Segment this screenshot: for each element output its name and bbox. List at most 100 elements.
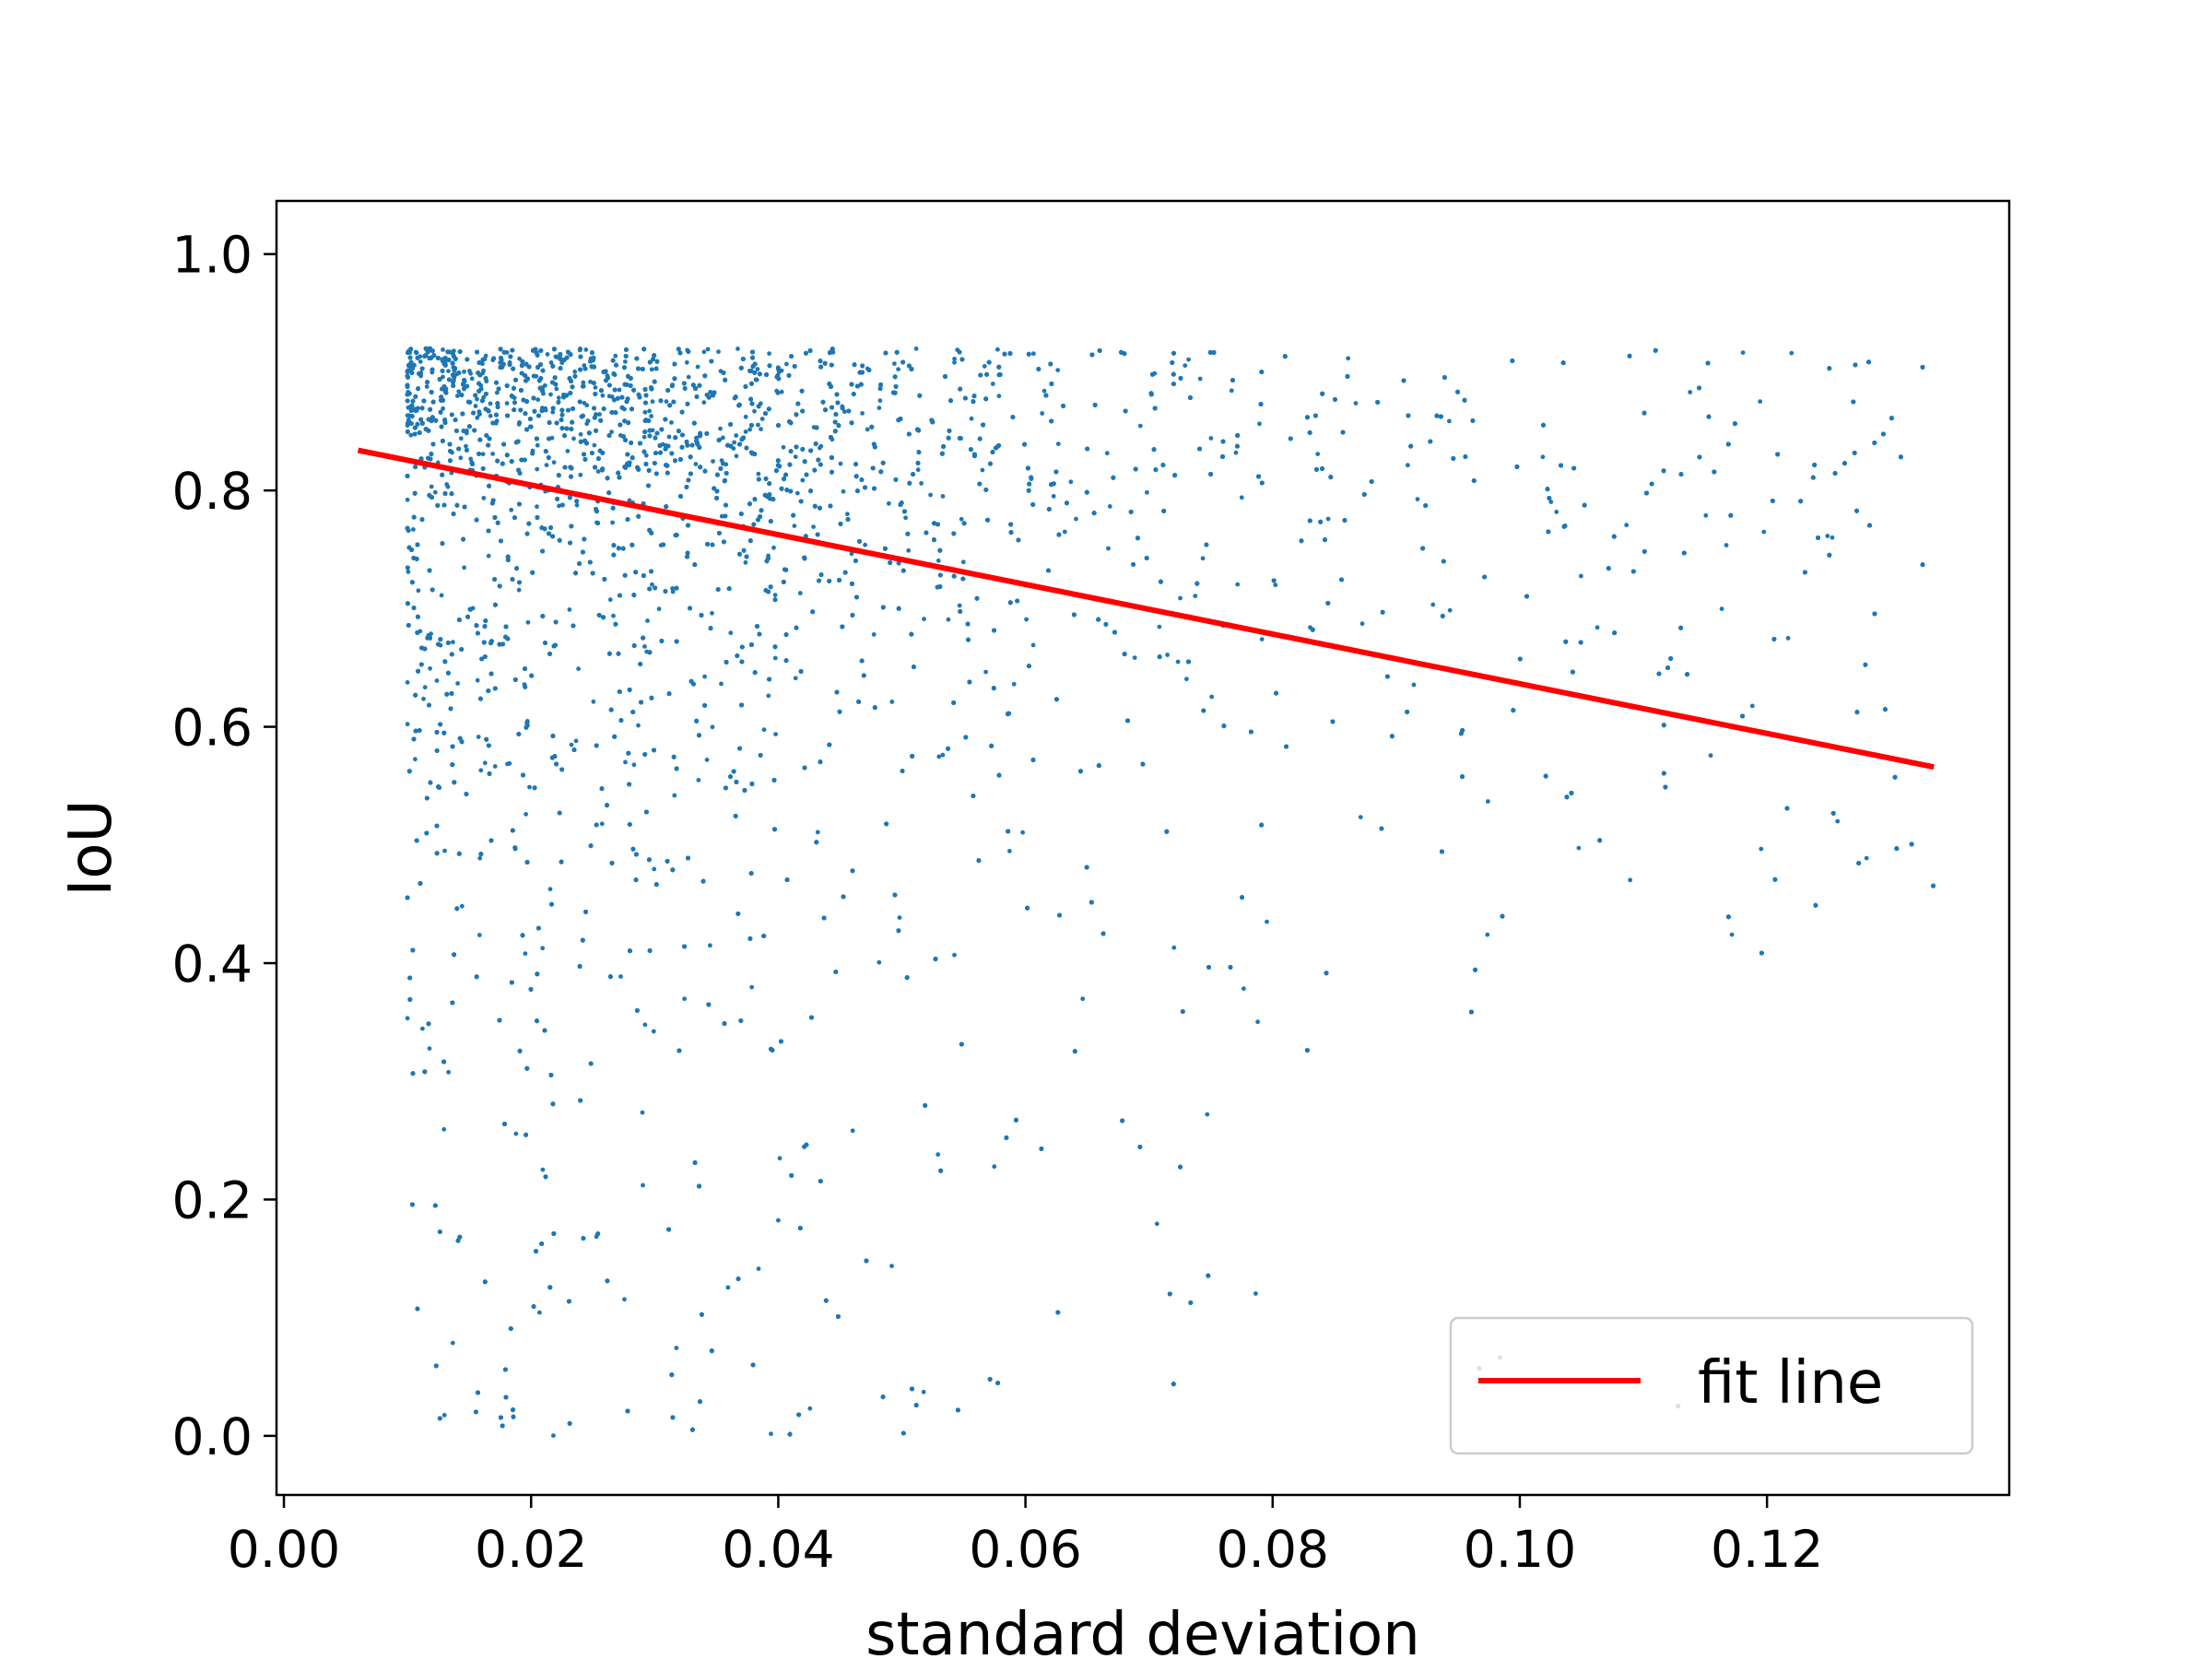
scatter-point [863,542,867,547]
scatter-point [1055,368,1061,372]
scatter-point [711,459,715,464]
scatter-point [422,685,428,690]
scatter-point [1740,350,1746,355]
scatter-point [781,444,786,450]
scatter-point [441,374,445,380]
scatter-point [441,406,445,411]
scatter-point [1729,932,1735,937]
scatter-point [582,400,587,406]
scatter-point [1145,489,1149,495]
scatter-point [405,722,410,727]
scatter-point [458,436,464,441]
scatter-point [1594,625,1600,630]
scatter-point [952,359,957,365]
scatter-point [686,374,691,380]
scatter-point [456,389,462,394]
scatter-point [800,477,806,483]
scatter-point [903,515,908,521]
scatter-point [792,524,797,528]
scatter-point [1074,516,1078,522]
scatter-point [990,382,995,386]
scatter-point [1007,849,1012,853]
scatter-point [446,369,451,373]
scatter-point [666,434,672,440]
scatter-point [540,946,546,951]
scatter-point [892,361,897,366]
scatter-point [480,452,486,457]
scatter-point [1358,815,1363,819]
scatter-point [550,409,556,415]
scatter-point [1062,529,1067,535]
scatter-point [728,630,734,636]
scatter-point [494,390,500,395]
scatter-point [652,866,657,872]
scatter-point [701,400,707,405]
scatter-point [527,784,532,790]
scatter-point [784,361,789,367]
scatter-point [772,593,778,597]
scatter-point [599,821,605,827]
scatter-point [915,467,921,473]
scatter-point [811,524,816,529]
scatter-point [588,379,593,384]
scatter-point [406,570,411,574]
scatter-point [551,460,557,465]
scatter-point [490,452,495,456]
scatter-point [610,520,615,525]
scatter-point [1239,495,1244,500]
scatter-point [535,504,539,510]
scatter-point [743,559,748,565]
scatter-point [889,1264,894,1268]
scatter-point [1175,659,1181,665]
scatter-point [606,394,612,399]
scatter-point [1447,418,1452,424]
scatter-point [887,500,891,506]
scatter-point [860,411,865,416]
scatter-point [535,442,540,448]
scatter-point [537,1310,542,1315]
scatter-point [1020,830,1025,835]
scatter-point [952,952,957,958]
scatter-point [980,467,985,473]
scatter-point [475,677,480,683]
scatter-point [650,582,654,587]
scatter-point [721,435,725,441]
scatter-point [574,502,580,508]
scatter-point [702,674,707,679]
scatter-point [1235,582,1241,587]
scatter-point [743,429,748,434]
scatter-point [1157,624,1162,629]
scatter-point [1197,376,1203,382]
scatter-point [458,455,464,461]
scatter-point [747,427,752,432]
scatter-point [455,681,460,686]
scatter-point [766,693,771,699]
scatter-point [1182,363,1188,368]
scatter-point [959,516,964,522]
scatter-point [940,494,946,499]
scatter-point [476,735,481,739]
scatter-point [695,364,700,370]
scatter-point [595,469,601,474]
scatter-point [464,443,468,449]
scatter-point [734,433,739,438]
scatter-point [1030,642,1036,648]
scatter-point [1257,421,1262,427]
scatter-point [696,778,701,782]
scatter-point [583,347,589,352]
scatter-point [642,1022,648,1028]
scatter-point [710,724,715,730]
scatter-point [1106,546,1111,551]
scatter-point [718,426,723,431]
scatter-point [1132,655,1137,660]
scatter-point [535,466,540,472]
scatter-point [1835,818,1841,824]
scatter-point [946,617,951,622]
scatter-point [427,1046,432,1051]
scatter-point [995,347,1000,352]
scatter-point [773,732,778,736]
scatter-point [779,389,784,394]
scatter-point [640,1110,645,1115]
scatter-point [428,665,432,671]
